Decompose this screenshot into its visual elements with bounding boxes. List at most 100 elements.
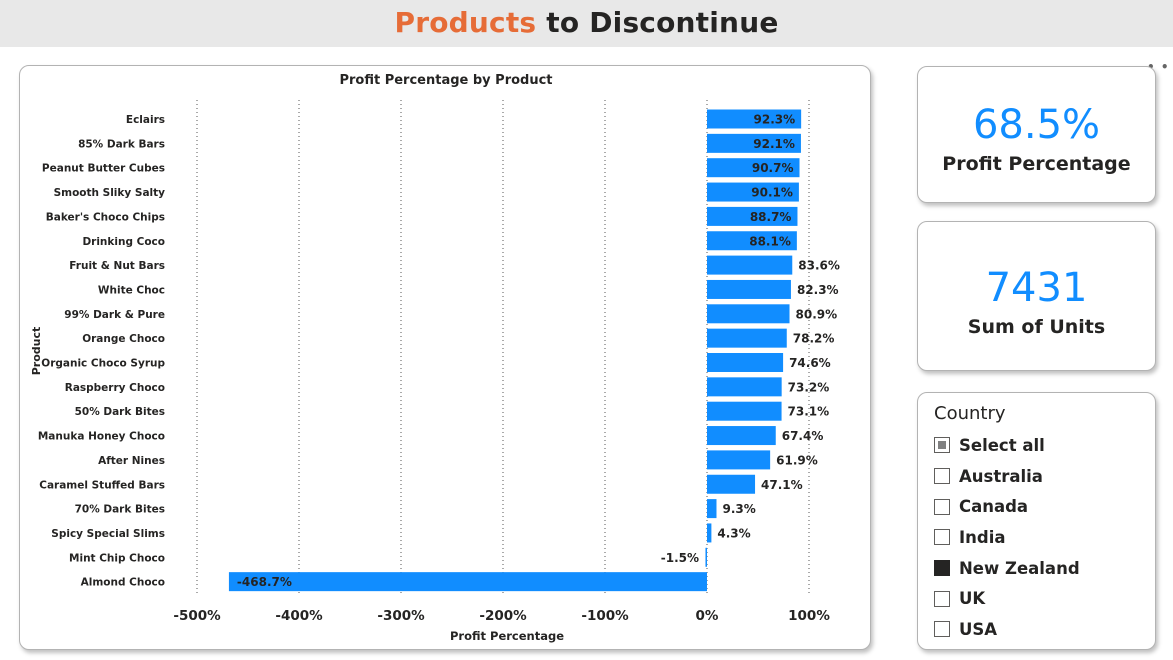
slicer-item-label: USA — [959, 619, 998, 639]
x-tick-label: -500% — [173, 608, 221, 624]
slicer-item-label: Canada — [959, 497, 1029, 517]
page-header: Products to Discontinue — [0, 0, 1173, 47]
checkbox-icon[interactable] — [934, 590, 950, 607]
chart-x-ticks: -500% -400% -300% -200% -100% 0% 100% — [173, 608, 830, 624]
slicer-item-label: UK — [959, 589, 986, 609]
chart-category-labels: Eclairs 85% Dark Bars Peanut Butter Cubes S… — [38, 114, 166, 589]
page-title-rest: to Discontinue — [536, 6, 779, 39]
kpi-card-units: 7431 Sum of Units — [917, 221, 1156, 371]
slicer-item-label: India — [959, 527, 1006, 547]
data-label: 4.3% — [717, 526, 750, 540]
bar — [707, 353, 784, 372]
category-label: Fruit & Nut Bars — [69, 260, 165, 272]
bar — [707, 182, 799, 202]
chart-value-labels: 92.3% 92.1% 90.7% 90.1% 88.7% 88.1% 83.6% 82.3%… — [237, 113, 840, 590]
checkbox-icon[interactable] — [934, 498, 950, 515]
category-label: Caramel Stuffed Bars — [39, 479, 165, 491]
data-label: 9.3% — [722, 502, 755, 516]
bar — [228, 572, 707, 592]
data-label: 67.4% — [782, 429, 824, 443]
category-label: 50% Dark Bites — [75, 406, 165, 418]
data-label: 92.3% — [754, 113, 796, 127]
kpi-card-profit: 68.5% Profit Percentage — [917, 66, 1156, 203]
page-title: Products to Discontinue — [0, 0, 1173, 45]
slicer-item-new-zealand[interactable]: New Zealand — [934, 553, 1139, 584]
category-label: Raspberry Choco — [65, 382, 165, 394]
chart-bars — [228, 109, 802, 592]
category-label: Peanut Butter Cubes — [42, 163, 165, 175]
slicer-item-india[interactable]: India — [934, 522, 1139, 553]
slicer-item-select-all[interactable]: Select all — [934, 430, 1139, 461]
bar — [707, 255, 793, 275]
bar — [707, 426, 776, 446]
data-label: 73.1% — [788, 405, 830, 419]
data-label: 74.6% — [789, 356, 831, 370]
bar — [707, 499, 717, 519]
data-label: 47.1% — [761, 478, 803, 492]
x-tick-label: 100% — [788, 608, 830, 624]
category-label: After Nines — [98, 455, 165, 467]
checkbox-icon[interactable] — [934, 529, 950, 546]
bar — [707, 401, 782, 421]
x-tick-label: -200% — [479, 608, 527, 624]
kpi-units-value: 7431 — [985, 265, 1088, 311]
checkbox-icon[interactable] — [934, 560, 950, 577]
checkbox-icon[interactable] — [934, 437, 950, 454]
data-label: -468.7% — [237, 575, 292, 589]
category-label: 85% Dark Bars — [78, 138, 165, 150]
category-label: Drinking Coco — [82, 236, 165, 248]
bar — [707, 450, 771, 470]
x-tick-label: 0% — [696, 608, 719, 624]
data-label: 88.1% — [749, 234, 791, 248]
slicer-item-label: Australia — [959, 466, 1043, 486]
category-label: Mint Chip Choco — [69, 552, 165, 564]
category-label: 99% Dark & Pure — [64, 309, 165, 321]
slicer-item-uk[interactable]: UK — [934, 583, 1139, 614]
checkbox-icon[interactable] — [934, 468, 950, 485]
data-label: 92.1% — [753, 137, 795, 151]
slicer-item-australia[interactable]: Australia — [934, 461, 1139, 492]
data-label: 73.2% — [788, 380, 830, 394]
data-label: 90.7% — [752, 161, 794, 175]
bar — [705, 547, 707, 567]
category-label: Spicy Special Slims — [51, 528, 165, 540]
chart-title: Profit Percentage by Product — [339, 73, 552, 88]
slicer-item-canada[interactable]: Canada — [934, 491, 1139, 522]
data-label: -1.5% — [661, 551, 699, 565]
profit-bar-chart: Profit Percentage by Product Product Pro… — [30, 73, 840, 643]
category-label: White Choc — [98, 284, 165, 296]
kpi-profit-label: Profit Percentage — [942, 153, 1131, 175]
country-slicer: Country Select all Australia Canada Indi… — [917, 392, 1156, 650]
bar — [707, 474, 756, 494]
profit-chart-card: Profit Percentage by Product Product Pro… — [19, 65, 871, 650]
bar — [707, 304, 790, 324]
x-tick-label: -300% — [377, 608, 425, 624]
data-label: 61.9% — [776, 453, 818, 467]
category-label: 70% Dark Bites — [75, 504, 165, 516]
bar — [707, 523, 712, 543]
bar — [707, 328, 787, 348]
bar — [707, 206, 798, 226]
x-axis-title: Profit Percentage — [450, 629, 564, 643]
bar — [707, 377, 782, 397]
category-label: Orange Choco — [82, 333, 165, 345]
slicer-item-label: Select all — [959, 435, 1045, 455]
x-tick-label: -400% — [275, 608, 323, 624]
bar — [707, 109, 802, 129]
data-label: 78.2% — [793, 332, 835, 346]
bar — [707, 133, 801, 153]
checkbox-icon[interactable] — [934, 621, 950, 638]
bar — [707, 231, 797, 251]
data-label: 82.3% — [797, 283, 839, 297]
category-label: Organic Choco Syrup — [41, 358, 165, 370]
category-label: Manuka Honey Choco — [38, 431, 165, 443]
slicer-item-usa[interactable]: USA — [934, 614, 1139, 645]
category-label: Eclairs — [126, 114, 165, 126]
chart-gridlines — [196, 100, 810, 596]
slicer-title: Country — [934, 403, 1006, 424]
category-label: Baker's Choco Chips — [46, 211, 165, 223]
kpi-units-label: Sum of Units — [967, 316, 1106, 338]
page-title-accent: Products — [394, 6, 537, 39]
slicer-item-label: New Zealand — [959, 558, 1080, 578]
data-label: 83.6% — [798, 259, 840, 273]
